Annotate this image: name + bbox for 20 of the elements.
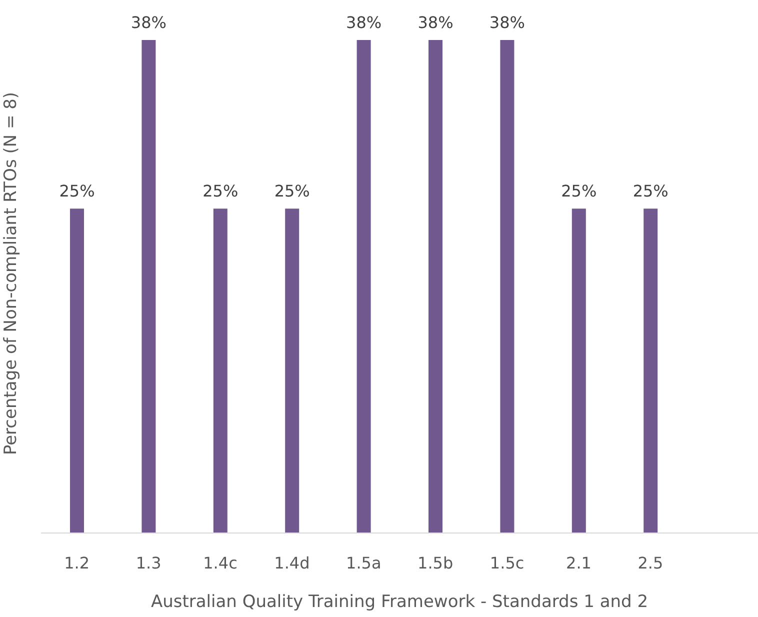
x-tick-label: 1.3 (136, 553, 162, 572)
data-label: 25% (561, 182, 597, 201)
x-tick-label: 1.4d (274, 553, 310, 572)
data-label: 25% (274, 182, 310, 201)
data-label: 25% (59, 182, 95, 201)
x-tick-label: 1.2 (64, 553, 90, 572)
x-tick-label: 2.5 (638, 553, 664, 572)
data-label: 38% (418, 12, 454, 32)
data-label: 38% (130, 12, 166, 32)
data-label: 38% (489, 12, 525, 32)
x-axis-title: Australian Quality Training Framework - Standards 1 and 2 (150, 592, 648, 612)
data-label: 38% (346, 12, 382, 32)
y-axis-title: Percentage of Non-compliant RTOs (N = 8) (1, 92, 22, 456)
x-tick-label: 1.5c (490, 553, 524, 572)
x-tick-label: 1.4c (203, 553, 238, 572)
x-tick-label: 2.1 (566, 553, 592, 572)
data-label: 25% (202, 182, 238, 201)
x-tick-label: 1.5b (418, 553, 454, 572)
data-label: 25% (632, 182, 668, 201)
x-tick-label: 1.5a (346, 553, 382, 572)
